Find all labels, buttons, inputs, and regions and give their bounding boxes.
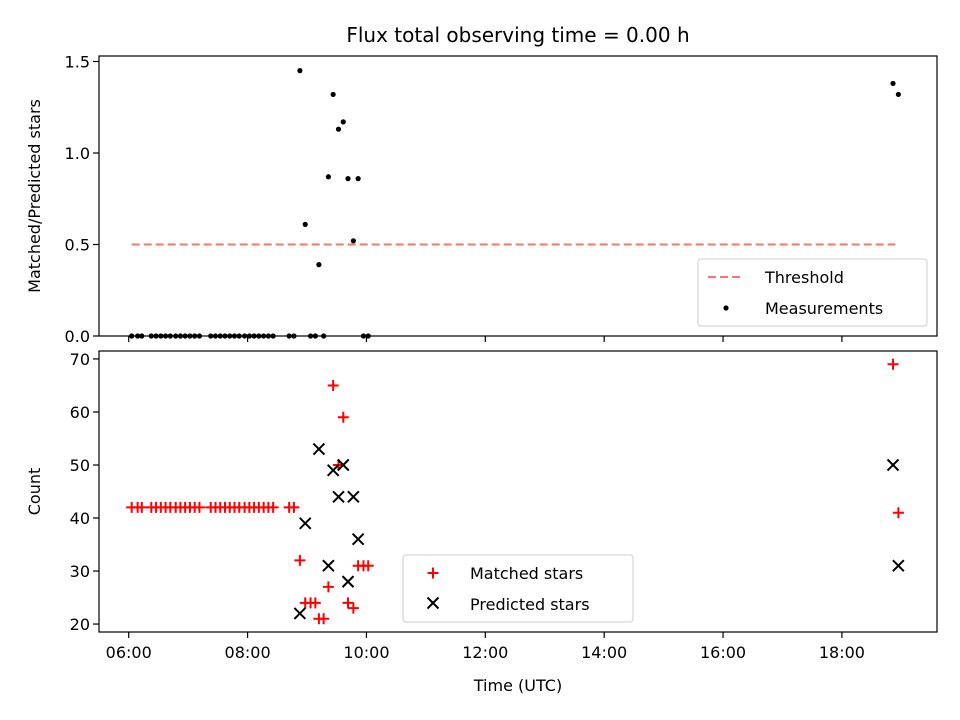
predicted-star-point [332,490,345,504]
y-tick-label: 30 [70,562,90,581]
legend-predicted-swatch [426,596,440,610]
measurement-point [355,176,361,182]
measurement-point [345,176,351,182]
measurement-point [302,221,308,227]
y-axis-label: Count [25,468,44,516]
x-tick-label: 14:00 [581,643,627,662]
measurement-point [350,238,356,244]
y-tick-label: 1.0 [65,144,90,163]
x-tick-label: 10:00 [343,643,389,662]
legend-box [697,258,928,327]
measurement-point [297,68,303,74]
measurement-point [316,262,322,268]
matched-star-point [362,560,374,572]
predicted-star-point [886,458,900,472]
matched-star-point [267,501,279,513]
matched-star-point [309,597,321,609]
legend-matched-swatch [427,567,439,579]
matched-star-point [193,501,205,513]
x-tick-label: 12:00 [462,643,508,662]
matched-star-point [136,501,148,513]
predicted-star-point [892,559,905,572]
y-tick-label: 1.5 [65,52,90,71]
plot-frame [98,350,938,633]
legend-measurements-swatch [723,305,729,311]
predicted-star-point [326,464,340,477]
y-tick-label: 60 [70,403,90,422]
predicted-star-point [322,559,335,572]
y-tick-label: 50 [70,456,90,475]
measurement-point [335,126,342,132]
y-tick-label: 70 [70,350,90,369]
measurement-point [890,80,896,87]
predicted-star-point [312,442,326,456]
matched-star-point [318,613,330,625]
plot-area-2 [126,358,905,625]
legend-matched-label: Matched stars [470,564,583,583]
x-axis-label: Time (UTC) [473,676,562,695]
legend-box [402,554,634,623]
legend-predicted-label: Predicted stars [470,595,590,614]
y-tick-label: 0.5 [65,235,90,254]
measurement-point [895,91,901,98]
predicted-star-point [337,458,350,472]
matched-star-point [327,379,339,391]
predicted-star-point [299,517,312,530]
y-tick-label: 20 [70,615,90,634]
predicted-star-point [293,607,307,620]
matched-star-point [322,581,334,593]
measurement-point [325,174,332,180]
x-tick-label: 08:00 [225,643,271,662]
x-tick-label: 18:00 [819,643,865,662]
matched-star-point [892,507,904,519]
y-tick-label: 0.0 [65,327,90,346]
legend-threshold-label: Threshold [764,268,844,287]
chart-title: Flux total observing time = 0.00 h [346,23,689,47]
predicted-star-point [341,575,355,588]
measurement-point [330,91,336,98]
predicted-star-point [351,533,365,546]
matched-star-point [337,411,349,423]
y-axis-label: Matched/Predicted stars [25,99,44,293]
x-tick-label: 16:00 [700,643,746,662]
predicted-star-point [347,490,360,504]
matched-star-point [288,501,300,513]
matched-star-point [887,358,899,370]
x-tick-label: 06:00 [106,643,152,662]
plot-frame [98,55,938,337]
y-tick-label: 40 [70,509,90,528]
measurement-point [340,119,346,125]
matched-star-point [342,597,354,609]
legend-measurements-label: Measurements [765,299,883,318]
matched-star-point [347,602,359,614]
matched-star-point [294,554,306,566]
